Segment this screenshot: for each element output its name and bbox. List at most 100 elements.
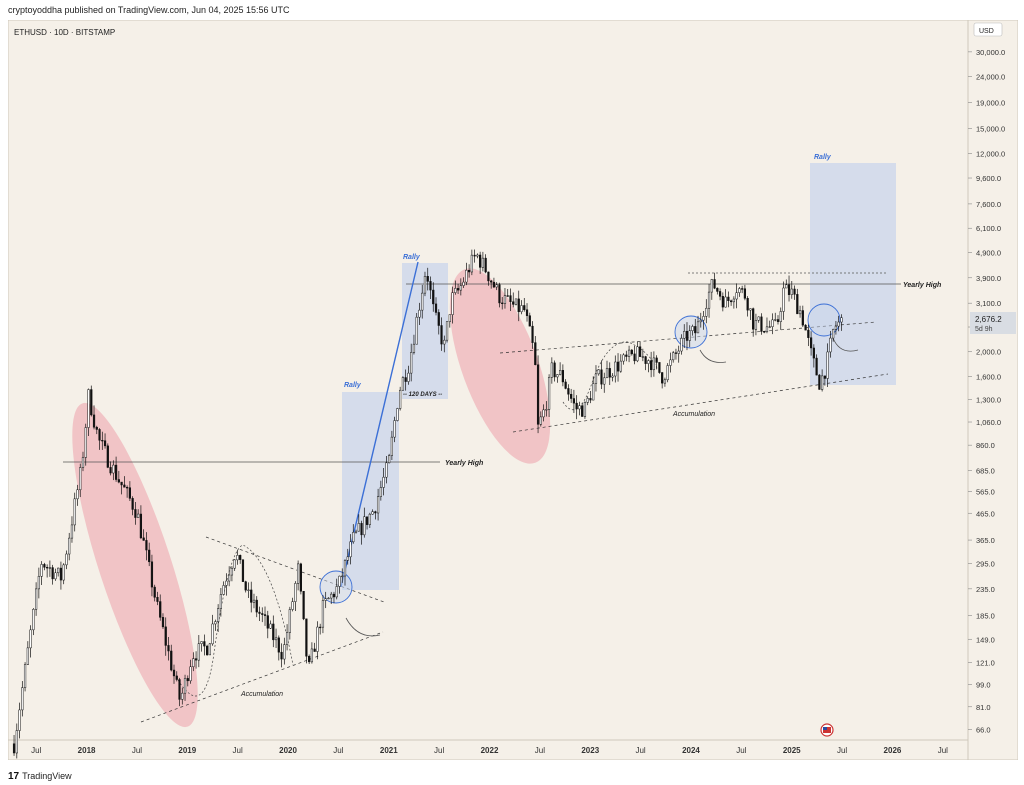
symbol-label[interactable]: ETHUSD · 10D · BITSTAMP — [14, 28, 116, 37]
accumulation-line-2019 — [140, 631, 384, 723]
candle-body — [62, 564, 65, 581]
time-tick-label: 2024 — [682, 746, 700, 755]
candle-body — [415, 316, 418, 345]
candle-body — [644, 356, 647, 364]
footer-brand[interactable]: 17 TradingView — [8, 766, 72, 782]
candle-body — [421, 292, 424, 311]
candle-body — [501, 302, 504, 304]
current-price-box — [970, 312, 1016, 334]
time-tick-label: Jul — [938, 746, 948, 755]
price-tick-label: 12,000.0 — [976, 149, 1005, 158]
candle-body — [793, 288, 796, 295]
candle-body — [54, 572, 57, 580]
time-tick-label: 2026 — [884, 746, 902, 755]
candle-body — [721, 296, 724, 308]
time-tick-label: 2020 — [279, 746, 297, 755]
candle-body — [354, 530, 358, 533]
decline-ellipse-2018 — [72, 402, 198, 728]
candle-body — [21, 687, 24, 711]
candle-body — [754, 320, 758, 330]
candle-body — [534, 342, 537, 366]
candle-body — [608, 368, 611, 378]
candle-body — [732, 298, 735, 303]
candle-body — [699, 319, 702, 323]
candle-body — [103, 440, 107, 447]
candle-body — [531, 325, 534, 343]
candle-body — [647, 360, 650, 364]
candle-body — [741, 288, 744, 290]
candle-body — [255, 599, 258, 613]
candle-body — [503, 295, 507, 304]
candle-body — [297, 563, 300, 584]
decline-ellipse-2022 — [449, 268, 551, 464]
candle-body — [738, 288, 741, 293]
candle-body — [696, 321, 700, 334]
candle-body — [636, 346, 639, 362]
candle-body — [360, 523, 363, 536]
candle-body — [153, 586, 156, 598]
candle-body — [272, 623, 275, 641]
candle-body — [680, 338, 683, 352]
candle-body — [134, 509, 137, 518]
candle-body — [451, 292, 454, 315]
candle-body — [556, 374, 559, 378]
candle-body — [809, 337, 813, 349]
candle-body — [818, 374, 821, 390]
time-tick-label: Jul — [635, 746, 645, 755]
candle-body — [236, 555, 239, 561]
candle-body — [29, 629, 32, 649]
candle-body — [349, 541, 352, 558]
candle-body — [616, 361, 620, 372]
candle-body — [137, 513, 140, 518]
candle-body — [614, 361, 617, 377]
candle-body — [208, 643, 211, 656]
event-flag-icon[interactable] — [820, 723, 834, 737]
candle-body — [48, 567, 52, 569]
candle-body — [117, 479, 120, 483]
price-tick-label: 185.0 — [976, 611, 995, 620]
currency-box — [973, 22, 1003, 37]
candle-body — [324, 598, 327, 601]
candle-body — [211, 623, 214, 645]
candle-body — [15, 730, 18, 754]
candle-body — [627, 349, 631, 357]
candle-body — [368, 513, 371, 525]
candle-body — [583, 402, 587, 417]
candle-body — [495, 284, 498, 288]
days-label: -- 120 DAYS -- — [403, 392, 442, 398]
candle-body — [484, 257, 487, 273]
chart-svg[interactable]: Rally Rally Rally Yearly High Yearly Hig… — [7, 19, 1019, 761]
candle-body — [605, 368, 609, 379]
price-tick-label: 6,100.0 — [976, 224, 1001, 233]
candle-body — [79, 467, 82, 491]
candle-body — [823, 375, 826, 379]
current-price-tag: 2,676.2 5d 9h — [970, 312, 1016, 334]
candle-body — [834, 325, 838, 330]
published-header: cryptoyoddha published on TradingView.co… — [0, 0, 1024, 20]
candle-body — [440, 325, 443, 345]
tradingview-logo-icon: 17 — [8, 771, 20, 782]
candle-body — [244, 581, 247, 591]
candle-body — [219, 594, 222, 609]
candle-body — [404, 377, 407, 382]
candle-body — [172, 669, 176, 677]
candle-body — [746, 298, 749, 311]
candle-body — [376, 496, 380, 514]
candle-body — [735, 292, 738, 300]
candle-body — [98, 429, 101, 441]
candle-body — [277, 637, 280, 653]
price-tick-label: 365.0 — [976, 536, 995, 545]
time-axis[interactable]: Jul 2018 Jul 2019 Jul 2020 Jul 2021 Jul 2022 Jul 20… — [31, 746, 948, 755]
candle-body — [51, 567, 54, 580]
candle-body — [683, 331, 686, 339]
candle-body — [145, 540, 148, 551]
price-chart[interactable]: Rally Rally Rally Yearly High Yearly Hig… — [7, 19, 1019, 761]
candle-body — [302, 590, 305, 620]
current-price-value: 2,676.2 — [975, 315, 1002, 324]
candle-body — [514, 298, 518, 305]
breakout-circle-2024 — [674, 315, 708, 349]
price-tick-label: 66.0 — [976, 725, 991, 734]
candle-body — [481, 257, 485, 268]
candle-body — [396, 408, 399, 421]
candle-body — [203, 641, 206, 647]
